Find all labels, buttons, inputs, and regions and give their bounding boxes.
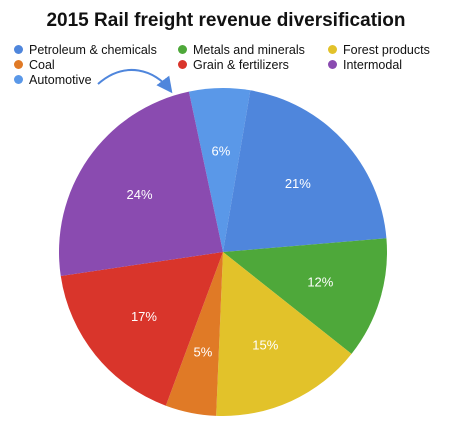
pie-data-label: 12% [307, 274, 333, 289]
pie-slices [59, 88, 387, 416]
legend-item-intermodal: Intermodal [328, 58, 402, 72]
pie-slice-metals-and-minerals [223, 238, 387, 354]
pie-slice-intermodal [59, 91, 224, 276]
legend-swatch [178, 45, 187, 54]
pie-slice-grain-fertilizers [60, 252, 223, 406]
legend-swatch [178, 60, 187, 69]
pie-slice-forest-products [216, 252, 352, 416]
legend-swatch [14, 60, 23, 69]
legend-swatch [328, 60, 337, 69]
pie-data-label: 24% [126, 187, 152, 202]
legend-label: Coal [29, 58, 55, 72]
legend-label: Grain & fertilizers [193, 58, 289, 72]
pie-data-label: 17% [131, 309, 157, 324]
legend-swatch [14, 75, 23, 84]
legend-label: Petroleum & chemicals [29, 43, 157, 57]
legend-item-automotive: Automotive [14, 73, 92, 87]
pie-data-label: 5% [194, 345, 213, 360]
chart-title: 2015 Rail freight revenue diversificatio… [46, 10, 406, 31]
pie-data-label: 21% [285, 176, 311, 191]
legend-label: Metals and minerals [193, 43, 305, 57]
pie-data-label: 6% [211, 143, 230, 158]
pie-slice-petroleum-chemicals [223, 90, 387, 252]
annotation-arrow [97, 68, 173, 94]
legend-item-coal: Coal [14, 58, 55, 72]
legend-item-grain-fertilizers: Grain & fertilizers [178, 58, 289, 72]
pie-data-label: 15% [252, 337, 278, 352]
chart-legend: Petroleum & chemicals Metals and mineral… [0, 43, 452, 93]
legend-label: Forest products [343, 43, 430, 57]
pie-slice-automotive [188, 88, 251, 252]
legend-swatch [14, 45, 23, 54]
legend-swatch [328, 45, 337, 54]
legend-label: Automotive [29, 73, 92, 87]
pie-slice-coal [165, 252, 223, 416]
legend-label: Intermodal [343, 58, 403, 72]
pie-labels: 6% 21% 12% 15% 5% 17% 24% [126, 143, 333, 359]
legend-item-metals-minerals: Metals and minerals [178, 43, 305, 57]
legend-item-petroleum-chemicals: Petroleum & chemicals [14, 43, 157, 57]
legend-item-forest-products: Forest products [328, 43, 430, 57]
